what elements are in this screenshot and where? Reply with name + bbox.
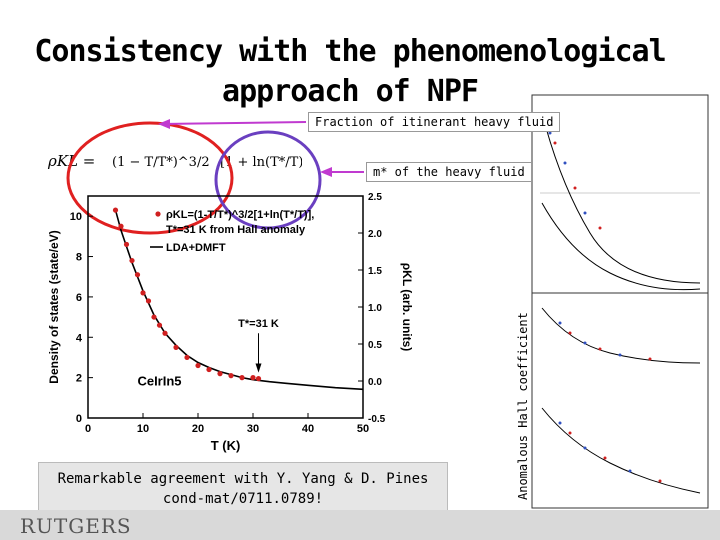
inset-bottom-frame xyxy=(531,292,709,509)
formula-part2: [1 + ln(T*/T)] xyxy=(220,155,302,170)
x-axis-label: T (K) xyxy=(211,438,241,453)
data-point xyxy=(250,375,256,381)
callout-fraction: Fraction of itinerant heavy fluid xyxy=(308,112,561,132)
legend-entry-2: T*=31 K from Hall anomaly xyxy=(166,224,306,236)
data-point xyxy=(118,223,124,229)
data-point xyxy=(228,373,234,379)
caption-line-2: cond-mat/0711.0789! xyxy=(162,491,324,507)
inset-top-frame xyxy=(531,94,709,294)
data-point xyxy=(184,354,190,361)
y2-tick-label: 1.0 xyxy=(368,303,382,314)
legend-entry-3: LDA+DMFT xyxy=(166,242,226,254)
y2-tick-label: -0.5 xyxy=(368,414,386,425)
data-point xyxy=(151,314,157,320)
arrow-to-red xyxy=(159,121,307,125)
x-tick-label: 10 xyxy=(137,423,149,435)
inset-points xyxy=(548,131,632,473)
inset-points-red xyxy=(553,141,662,483)
x-tick-label: 20 xyxy=(192,423,204,435)
y-axis-label: Density of states (state/eV) xyxy=(47,230,61,383)
data-point xyxy=(123,241,130,248)
title-line-1: Consistency with the phenomenological xyxy=(34,34,666,69)
plot-area: 0 10 20 30 40 50 0 2 4 6 8 10 -0.5 0.0 0.5 1.0 1.5 2.0 2.5… xyxy=(47,192,414,453)
y-tick-label: 0 xyxy=(76,413,82,425)
data-point xyxy=(255,376,262,382)
y2-tick-label: 2.0 xyxy=(368,229,382,240)
annotation-arrowhead xyxy=(255,363,262,373)
formula-part1: (1 − T/T*)^3/2 xyxy=(112,155,210,170)
y2-axis-label: ρKL (arb. units) xyxy=(400,263,414,352)
data-point xyxy=(134,272,141,278)
rutgers-logo: RUTGERS xyxy=(20,514,132,538)
x-tick-label: 40 xyxy=(302,423,314,435)
inset-curve-2 xyxy=(541,202,701,291)
y2-tick-label: 1.5 xyxy=(368,266,382,277)
data-point xyxy=(206,366,212,373)
legend-entry-1: ρKL=(1-T/T*)^3/2[1+ln(T*/T)], xyxy=(166,209,314,221)
data-point xyxy=(156,322,163,328)
data-point xyxy=(173,344,179,350)
formula-block: ρKL = (1 − T/T*)^3/2 [1 + ln(T*/T)] xyxy=(42,128,308,188)
inset-curve-1 xyxy=(541,112,701,284)
red-ellipse xyxy=(66,121,234,235)
arrowhead-red xyxy=(158,119,170,129)
caption-line-1: Remarkable agreement with Y. Yang & D. P… xyxy=(57,471,429,487)
inset-figure-panel xyxy=(530,93,710,513)
x-tick-label: 30 xyxy=(247,423,259,435)
data-point xyxy=(217,371,223,377)
series-line-lda-dmft xyxy=(114,209,364,391)
title-line-2: approach of NPF xyxy=(222,74,479,109)
y-tick-label: 6 xyxy=(76,292,82,304)
slide-title: Consistency with the phenomenological ap… xyxy=(30,32,670,112)
x-tick-label: 0 xyxy=(85,423,91,435)
y2-tick-label: 2.5 xyxy=(368,192,382,203)
callout-mass: m* of the heavy fluid xyxy=(366,162,532,182)
arrowhead-purple xyxy=(320,167,332,177)
data-point xyxy=(195,362,201,369)
caption-box: Remarkable agreement with Y. Yang & D. P… xyxy=(38,462,448,514)
data-point xyxy=(145,298,152,304)
data-point xyxy=(129,257,135,264)
inset-curve-3 xyxy=(541,307,701,364)
data-point xyxy=(162,330,168,336)
y-tick-label: 4 xyxy=(76,332,83,344)
x-tick-label: 50 xyxy=(357,423,369,435)
y2-tick-label: 0.0 xyxy=(368,377,382,388)
y-tick-label: 10 xyxy=(70,211,82,223)
inset-figure-svg xyxy=(531,94,709,509)
main-chart: 0 10 20 30 40 50 0 2 4 6 8 10 -0.5 0.0 0.5 1.0 1.5 2.0 2.5… xyxy=(47,192,414,453)
y-tick-label: 2 xyxy=(76,373,82,385)
y-tick-label: 8 xyxy=(76,252,82,264)
data-point xyxy=(112,207,119,213)
formula-svg: ρKL = (1 − T/T*)^3/2 [1 + ln(T*/T)] xyxy=(47,152,308,170)
material-label: CeIrIn5 xyxy=(137,374,181,389)
inset-curve-4 xyxy=(541,407,701,494)
annotation-tstar: T*=31 K xyxy=(238,318,279,330)
data-point xyxy=(140,290,146,296)
footer-bar xyxy=(0,510,720,540)
purple-ellipse xyxy=(214,130,322,230)
data-point xyxy=(239,375,245,381)
legend-marker-points xyxy=(155,211,161,217)
y2-tick-label: 0.5 xyxy=(368,340,382,351)
